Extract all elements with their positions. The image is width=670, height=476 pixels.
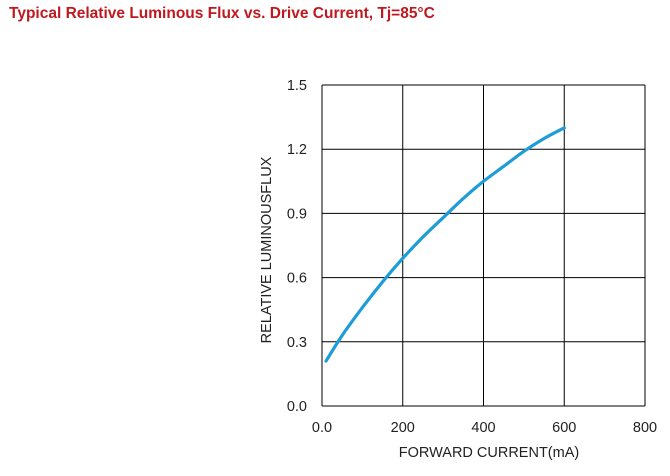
curve-layer [324,126,566,363]
series-line [324,126,566,363]
y-tick-label: 1.2 [287,142,307,158]
x-tick-label: 0.0 [312,420,332,436]
y-tick-label: 0.6 [287,271,307,287]
y-tick-label: 0.3 [287,335,307,351]
x-tick-labels: 0.0 200 400 600 800 [312,420,657,436]
y-tick-labels: 0.0 0.3 0.6 0.9 1.2 1.5 [287,78,307,415]
x-axis-label: FORWARD CURRENT(mA) [399,445,579,461]
x-tick-label: 400 [471,420,495,436]
x-tick-label: 800 [633,420,657,436]
y-tick-label: 0.9 [287,206,307,222]
grid [321,84,646,407]
y-axis-label: RELATIVE LUMINOUSFLUX [259,156,275,343]
chart-title: Typical Relative Luminous Flux vs. Drive… [9,5,435,22]
x-tick-label: 200 [391,420,415,436]
x-tick-label: 600 [552,420,576,436]
y-tick-label: 1.5 [287,78,307,94]
y-tick-label: 0.0 [287,399,307,415]
